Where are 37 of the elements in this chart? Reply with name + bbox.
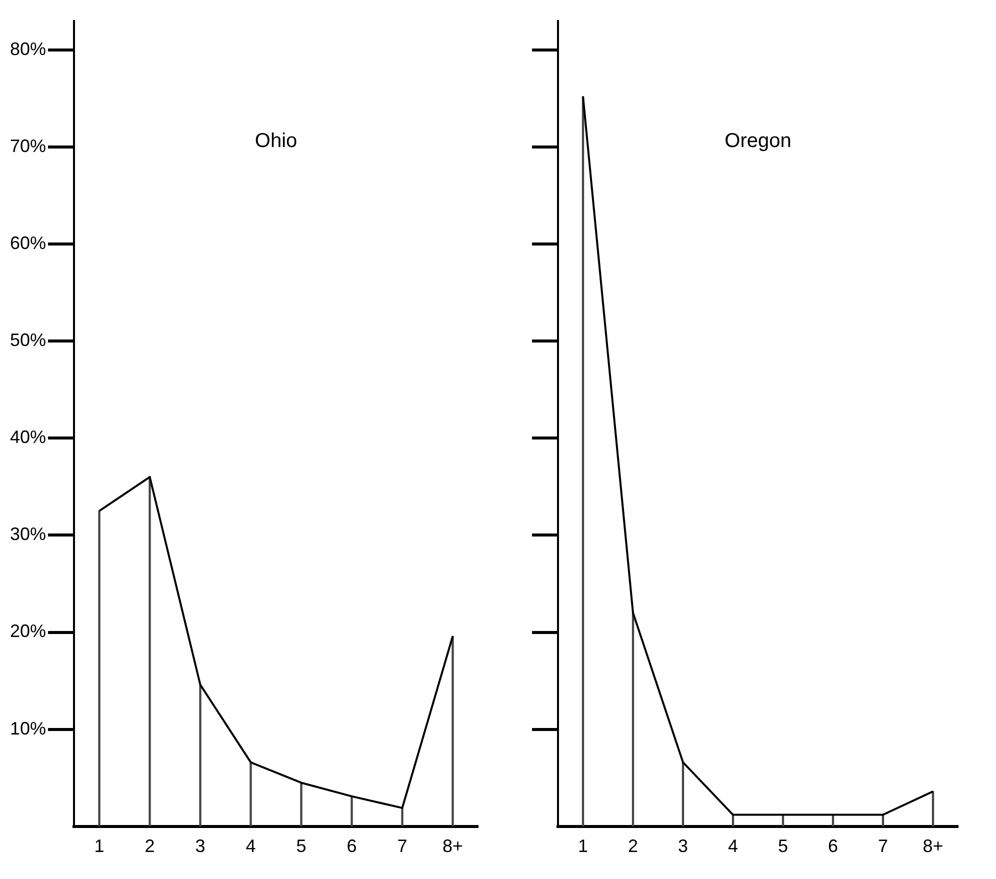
bar (98, 510, 100, 826)
x-tick-label: 4 (246, 836, 256, 856)
bar (401, 808, 404, 826)
bar (148, 476, 151, 826)
x-tick-label: 5 (778, 836, 788, 856)
x-tick-label: 6 (346, 836, 357, 856)
y-tick-label: 60% (10, 233, 46, 254)
x-tick-label: 2 (628, 836, 638, 856)
text: Oregon (724, 130, 792, 152)
y-tick-label: 40% (10, 427, 46, 448)
y-tick-label: 20% (10, 621, 46, 642)
x-tick-label: 8+ (442, 836, 464, 856)
x-tick-label: 5 (296, 836, 306, 856)
y-tick-label: 70% (10, 136, 46, 156)
x-tick-label: 8+ (922, 836, 944, 856)
bar (350, 796, 353, 826)
x-tick-label: 7 (878, 836, 888, 856)
y-tick-label: 80% (10, 38, 46, 59)
text: Ohio (254, 130, 298, 152)
bar (452, 636, 454, 826)
bar (199, 684, 202, 826)
x-tick-label: 4 (728, 836, 738, 856)
y-tick-label: 10% (10, 718, 46, 738)
x-tick-label: 1 (94, 836, 104, 856)
x-tick-label: 2 (144, 836, 155, 856)
bar (582, 96, 584, 826)
x-tick-label: 3 (195, 836, 206, 856)
x-tick-label: 7 (397, 836, 408, 856)
bar (682, 762, 684, 826)
bar (250, 762, 252, 826)
x-tick-label: 6 (828, 836, 838, 856)
bar (632, 612, 634, 826)
x-tick-label: 1 (578, 836, 588, 856)
y-tick-label: 50% (10, 330, 46, 350)
y-tick-label: 30% (10, 524, 46, 544)
x-tick-label: 3 (678, 836, 688, 856)
bar (300, 782, 302, 826)
